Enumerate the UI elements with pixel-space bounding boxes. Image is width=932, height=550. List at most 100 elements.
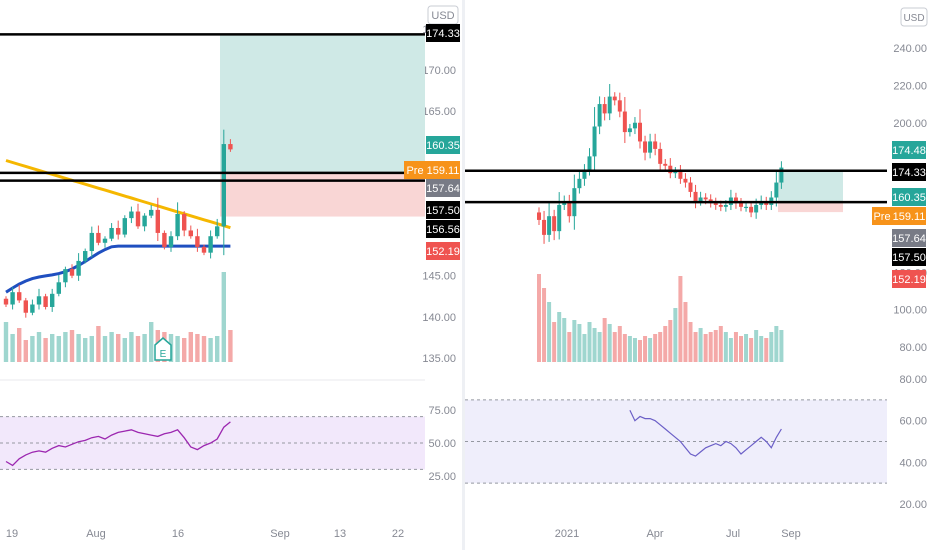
volume-bar [744,334,749,362]
candle-body [149,209,154,216]
volume-bar [195,334,200,362]
candle-body [643,141,648,153]
candle-body [733,197,738,204]
candle-body [602,104,607,114]
volume-bar [572,320,577,362]
price-tag-box [892,141,926,159]
currency-badge[interactable]: USD [427,5,459,25]
volume-bar [30,336,35,362]
volume-bar [653,334,658,362]
stop-zone [778,202,843,213]
earnings-marker[interactable]: E [154,337,172,361]
ma-short-line [5,244,231,294]
candle-body [221,144,226,227]
price-tag-box [892,229,926,247]
candle-body [587,156,592,170]
candle-body [537,212,541,220]
rsi-line [629,410,782,457]
volume-bar [754,330,759,362]
volume-bar [175,336,180,362]
pane-divider[interactable] [462,0,465,550]
candle-body [109,227,114,239]
candle-body [683,178,688,183]
candle-body [582,169,587,179]
volume-bar [759,336,764,362]
price-tag-value: 156.56 [426,224,460,236]
currency-badge[interactable]: USD [900,7,928,27]
candle-body [155,209,160,233]
price-tag-box [892,270,926,288]
volume-bar [693,332,698,362]
price-tag-box [892,163,926,181]
price-tag-value: 174.33 [426,28,460,40]
volume-bar [728,338,733,362]
price-tag: 157.64 [892,229,926,247]
rsi-tick: 50.00 [428,438,456,450]
candle-body [774,182,779,198]
volume-bar [678,276,683,362]
candle-body [17,292,22,301]
price-tag: 152.19 [426,242,460,260]
candle-body [668,165,673,174]
candle-body [201,246,207,253]
volume-bar [149,322,154,362]
candle-body [658,148,663,164]
volume-bar [116,334,121,362]
volume-bar [43,338,48,362]
volume-bar [612,332,617,362]
candle-body [632,122,637,129]
candle-body [592,126,597,157]
volume-bar [23,340,28,362]
candle-body [23,300,28,313]
price-tag-box [426,24,460,42]
candle-body [653,141,658,149]
earnings-label: E [160,349,167,360]
volume-bar [63,332,68,362]
volume-bar [718,326,723,362]
chart-right[interactable]: 240.00220.00200.00120.00100.0080.00USD17… [465,0,932,550]
candle-body [627,128,632,133]
candle-body [693,191,698,202]
candle-body [162,232,167,247]
volume-bar [135,336,141,362]
candle-body [56,282,61,294]
candle-body [116,227,121,235]
candle-body [175,214,180,237]
volume-bar [602,318,607,362]
volume-bar [188,332,193,362]
time-tick: Sep [781,528,801,540]
candle-body [622,111,627,133]
chart-left[interactable]: 175.00170.00165.00145.00140.00135.00USDE… [0,0,462,550]
candle-body [663,163,668,166]
candle-body [547,216,552,235]
rsi-tick: 60.00 [899,416,927,428]
candle-body [638,122,642,142]
volume-bar [36,332,42,362]
time-tick: 13 [334,528,346,540]
price-tag-value: 174.48 [892,145,926,157]
volume-bar [201,336,207,362]
volume-bar [708,332,713,362]
price-tag-value: 159.11 [893,211,926,223]
volume-bar [663,326,668,362]
volume-bar [739,336,743,362]
price-tag-value: 152.19 [426,246,460,258]
volume-bar [228,330,233,362]
volume-bar [769,332,774,362]
candle-body [597,104,602,127]
volume-bar [627,336,632,362]
volume-bar [643,336,648,362]
price-tag-box [892,207,926,225]
price-tag: 157.50 [426,201,460,219]
candle-body [678,171,683,179]
candle-body [648,141,653,153]
candle-body [122,218,127,235]
earnings-icon [154,337,172,361]
volume-bar [592,328,597,362]
volume-bar [673,308,678,362]
price-tick: 220.00 [893,80,927,92]
volume-bar [10,334,15,362]
price-tick: 80.00 [899,342,927,354]
volume-bar [779,330,784,362]
